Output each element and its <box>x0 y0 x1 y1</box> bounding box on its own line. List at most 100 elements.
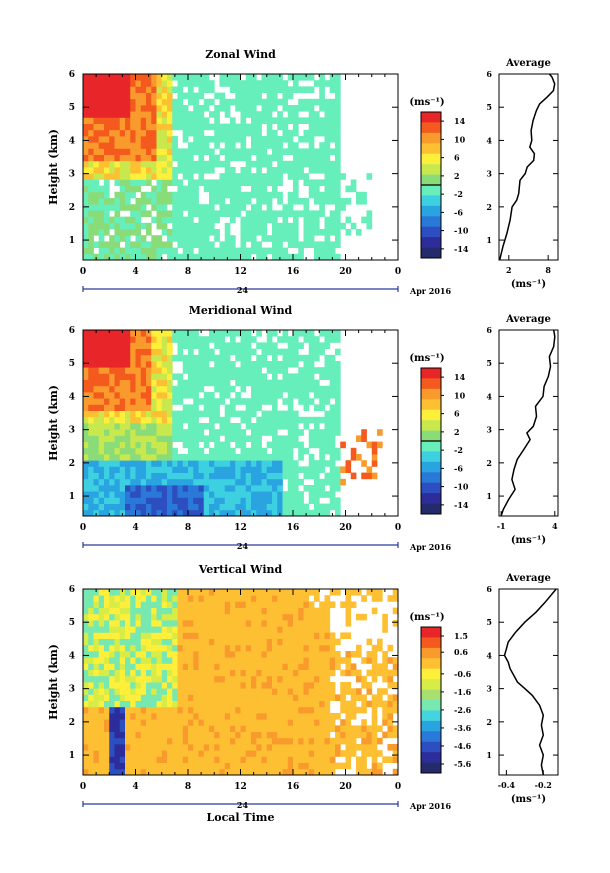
heatmap-cell <box>282 632 289 639</box>
heatmap-cell <box>203 379 210 387</box>
heatmap-cell <box>324 491 331 498</box>
heatmap-cell <box>140 86 147 93</box>
heatmap-cell <box>156 367 163 374</box>
heatmap-cell <box>230 756 236 763</box>
heatmap-cell <box>266 191 273 199</box>
heatmap-cell <box>177 154 184 162</box>
heatmap-cell <box>277 111 283 118</box>
heatmap-cell <box>130 756 136 763</box>
heatmap-cell <box>130 392 136 399</box>
heatmap-cell <box>392 694 399 701</box>
heatmap-cell <box>377 725 383 732</box>
heatmap-cell <box>167 719 173 726</box>
heatmap-cell <box>119 216 126 224</box>
heatmap-cell <box>104 247 110 255</box>
y-tick-label: 3 <box>69 426 75 436</box>
colorbar-swatch <box>421 627 441 638</box>
heatmap-cell <box>219 503 226 511</box>
heatmap-cell <box>161 241 168 248</box>
y-tick-label: 6 <box>69 326 75 336</box>
heatmap-cell <box>245 503 252 511</box>
heatmap-cell <box>298 330 304 337</box>
profile-y-tick-label: 1 <box>486 235 492 245</box>
heatmap-cell <box>193 354 199 362</box>
heatmap-cell <box>177 185 184 193</box>
heatmap-cell <box>329 216 336 224</box>
heatmap-cell <box>161 719 168 726</box>
heatmap-cell <box>198 626 205 633</box>
heatmap-cell <box>314 216 320 224</box>
heatmap-cell <box>125 756 131 763</box>
heatmap-cell <box>135 485 142 492</box>
profile-y-tick-label: 3 <box>486 684 492 694</box>
heatmap-cell <box>130 404 136 411</box>
heatmap-cell <box>172 657 178 664</box>
heatmap-cell <box>335 589 341 596</box>
heatmap-cell <box>146 478 152 486</box>
heatmap-cell <box>151 154 157 162</box>
heatmap-cell <box>209 392 215 399</box>
heatmap-cell <box>293 509 299 517</box>
heatmap-cell <box>161 589 168 596</box>
heatmap-cell <box>387 756 394 763</box>
heatmap-cell <box>109 595 115 602</box>
heatmap-cell <box>230 485 236 492</box>
heatmap-cell <box>182 725 189 732</box>
heatmap-cell <box>151 589 157 596</box>
heatmap-cell <box>282 700 289 708</box>
heatmap-cell <box>104 105 110 112</box>
heatmap-cell <box>224 111 231 118</box>
heatmap-cell <box>125 398 131 405</box>
heatmap-cell <box>261 210 268 217</box>
heatmap-cell <box>203 235 210 242</box>
heatmap-cell <box>146 706 152 714</box>
heatmap-cell <box>119 423 126 430</box>
heatmap-cell <box>382 731 388 739</box>
heatmap-cell <box>272 117 278 124</box>
heatmap-cell <box>167 682 173 689</box>
heatmap-cell <box>230 503 236 511</box>
heatmap-cell <box>224 607 231 615</box>
heatmap-cell <box>188 491 194 498</box>
heatmap-cell <box>298 478 304 486</box>
heatmap-cell <box>151 123 157 131</box>
heatmap-cell <box>293 253 299 261</box>
heatmap-cell <box>209 682 215 689</box>
heatmap-cell <box>266 330 273 337</box>
heatmap-cell <box>256 688 262 695</box>
heatmap-cell <box>114 416 121 424</box>
heatmap-cell <box>214 429 220 436</box>
heatmap-cell <box>314 768 320 776</box>
heatmap-cell <box>293 762 299 770</box>
heatmap-cell <box>251 210 257 217</box>
heatmap-cell <box>83 682 89 689</box>
heatmap-cell <box>167 700 173 708</box>
heatmap-cell <box>214 235 220 242</box>
heatmap-cell <box>224 98 231 106</box>
heatmap-cell <box>151 148 157 155</box>
heatmap-cell <box>277 700 283 708</box>
heatmap-cell <box>272 167 278 174</box>
heatmap-cell <box>109 385 115 393</box>
heatmap-cell <box>308 688 315 695</box>
heatmap-cell <box>182 737 189 745</box>
heatmap-cell <box>261 613 268 621</box>
heatmap-cell <box>214 700 220 708</box>
heatmap-cell <box>182 416 189 424</box>
heatmap-cell <box>88 700 94 708</box>
heatmap-cell <box>214 607 220 615</box>
heatmap-cell <box>88 682 94 689</box>
heatmap-cell <box>109 148 115 155</box>
heatmap-cell <box>324 638 331 646</box>
profile-y-tick-label: 4 <box>486 391 492 401</box>
heatmap-cell <box>177 478 184 486</box>
heatmap-cell <box>319 706 325 714</box>
heatmap-cell <box>109 129 115 137</box>
heatmap-cell <box>177 342 184 349</box>
heatmap-cell <box>235 454 241 461</box>
heatmap-cell <box>135 330 142 337</box>
heatmap-cell <box>282 638 289 646</box>
heatmap-cell <box>135 342 142 349</box>
heatmap-cell <box>98 632 105 639</box>
